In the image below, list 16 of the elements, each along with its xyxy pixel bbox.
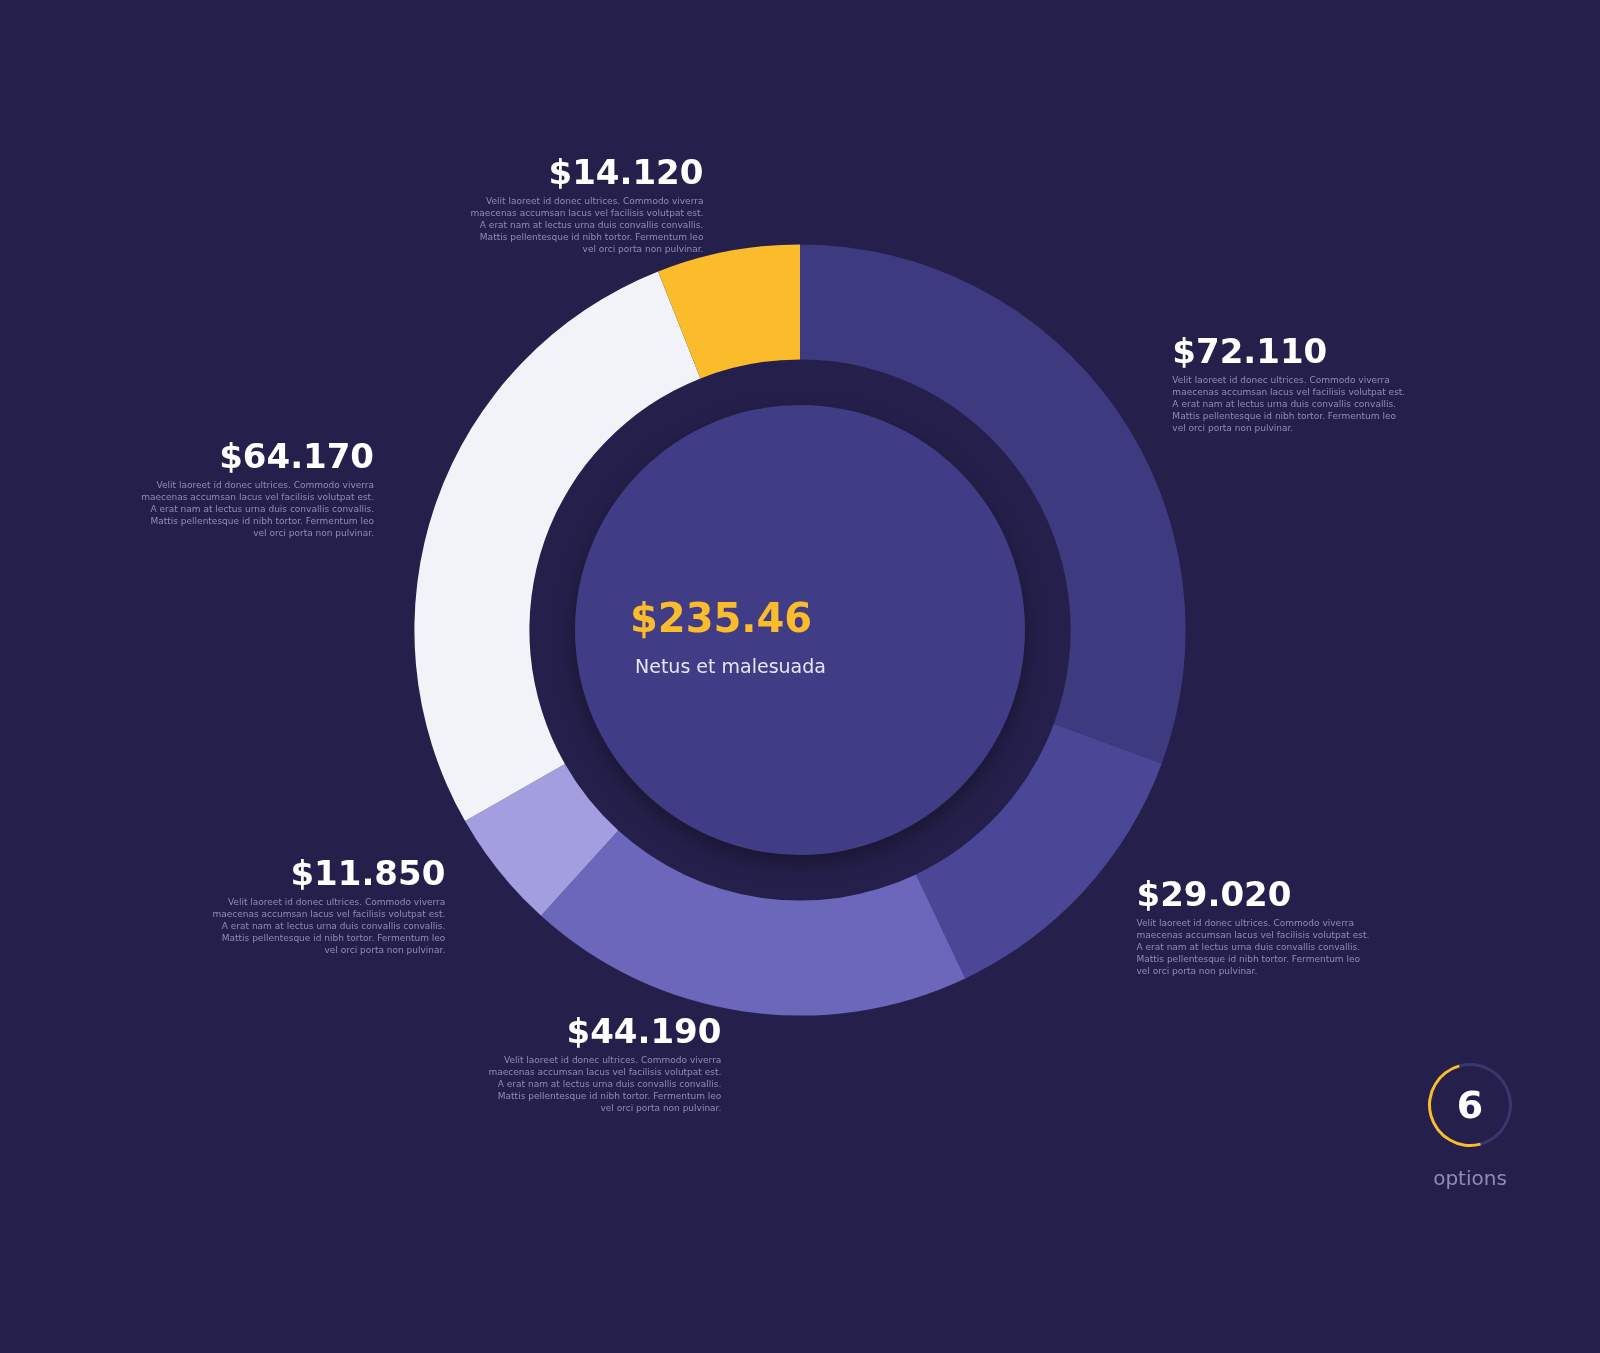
text: 6 <box>1455 1083 1485 1127</box>
text: $235.46 <box>630 595 814 641</box>
text: Velit laoreet id donec ultrices. Commodo viverra maecenas accumsan lacus vel facilisis volutpat est. A erat nam at lectus urna duis convallis convallis. Mattis pellentesque id nibh tortor. Fermentum leo vel orci porta non pulvinar. <box>1172 374 1406 433</box>
text: Velit laoreet id donec ultrices. Commodo viverra maecenas accumsan lacus vel facilisis volutpat est. A erat nam at lectus urna duis convallis convallis. Mattis pellentesque id nibh tortor. Fermentum leo vel orci porta non pulvinar. <box>141 479 375 538</box>
text: options <box>1432 1166 1508 1190</box>
data-label: $72.110 <box>1172 330 1328 371</box>
data-label: $44.190 <box>566 1010 722 1051</box>
text: Velit laoreet id donec ultrices. Commodo viverra maecenas accumsan lacus vel facilisis volutpat est. A erat nam at lectus urna duis convallis convallis. Mattis pellentesque id nibh tortor. Fermentum leo vel orci porta non pulvinar. <box>488 1054 722 1113</box>
text: Velit laoreet id donec ultrices. Commodo viverra maecenas accumsan lacus vel facilisis volutpat est. A erat nam at lectus urna duis convallis convallis. Mattis pellentesque id nibh tortor. Fermentum leo vel orci porta non pulvinar. <box>212 896 446 955</box>
text: Velit laoreet id donec ultrices. Commodo viverra maecenas accumsan lacus vel facilisis volutpat est. A erat nam at lectus urna duis convallis convallis. Mattis pellentesque id nibh tortor. Fermentum leo vel orci porta non pulvinar. <box>1136 917 1370 976</box>
data-label: $29.020 <box>1136 873 1292 914</box>
data-label: $14.120 <box>548 152 704 193</box>
data-label: $11.850 <box>290 852 446 893</box>
text: Velit laoreet id donec ultrices. Commodo viverra maecenas accumsan lacus vel facilisis volutpat est. A erat nam at lectus urna duis convallis convallis. Mattis pellentesque id nibh tortor. Fermentum leo vel orci porta non pulvinar. <box>470 196 704 255</box>
text: Netus et malesuada <box>635 655 827 677</box>
data-label: $64.170 <box>219 435 375 476</box>
